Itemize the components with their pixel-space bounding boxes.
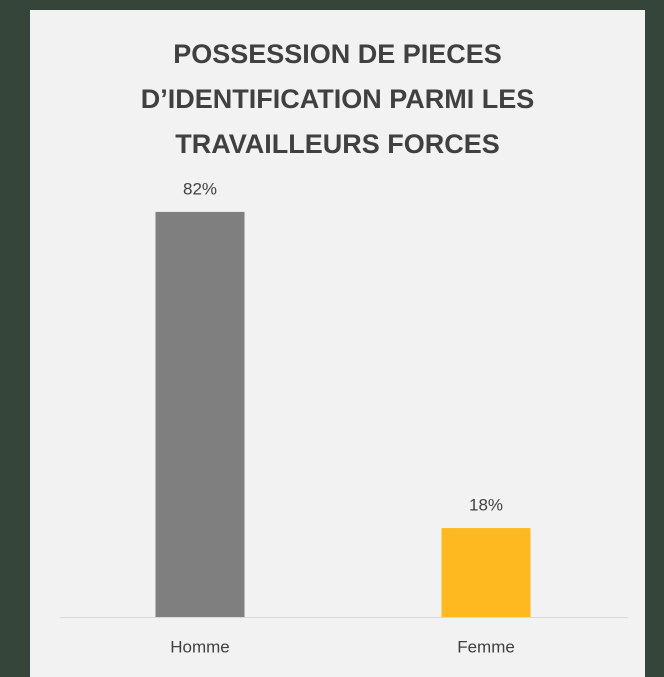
bar — [155, 211, 245, 618]
bar — [441, 528, 531, 617]
data-label: 18% — [469, 496, 503, 515]
chart-title: POSSESSION DE PIECES D’IDENTIFICATION PA… — [140, 39, 535, 159]
chart-panel: POSSESSION DE PIECES D’IDENTIFICATION PA… — [30, 10, 645, 677]
data-label: 82% — [183, 179, 217, 198]
x-tick-label: Femme — [457, 637, 515, 656]
x-tick-label: Homme — [170, 637, 230, 656]
